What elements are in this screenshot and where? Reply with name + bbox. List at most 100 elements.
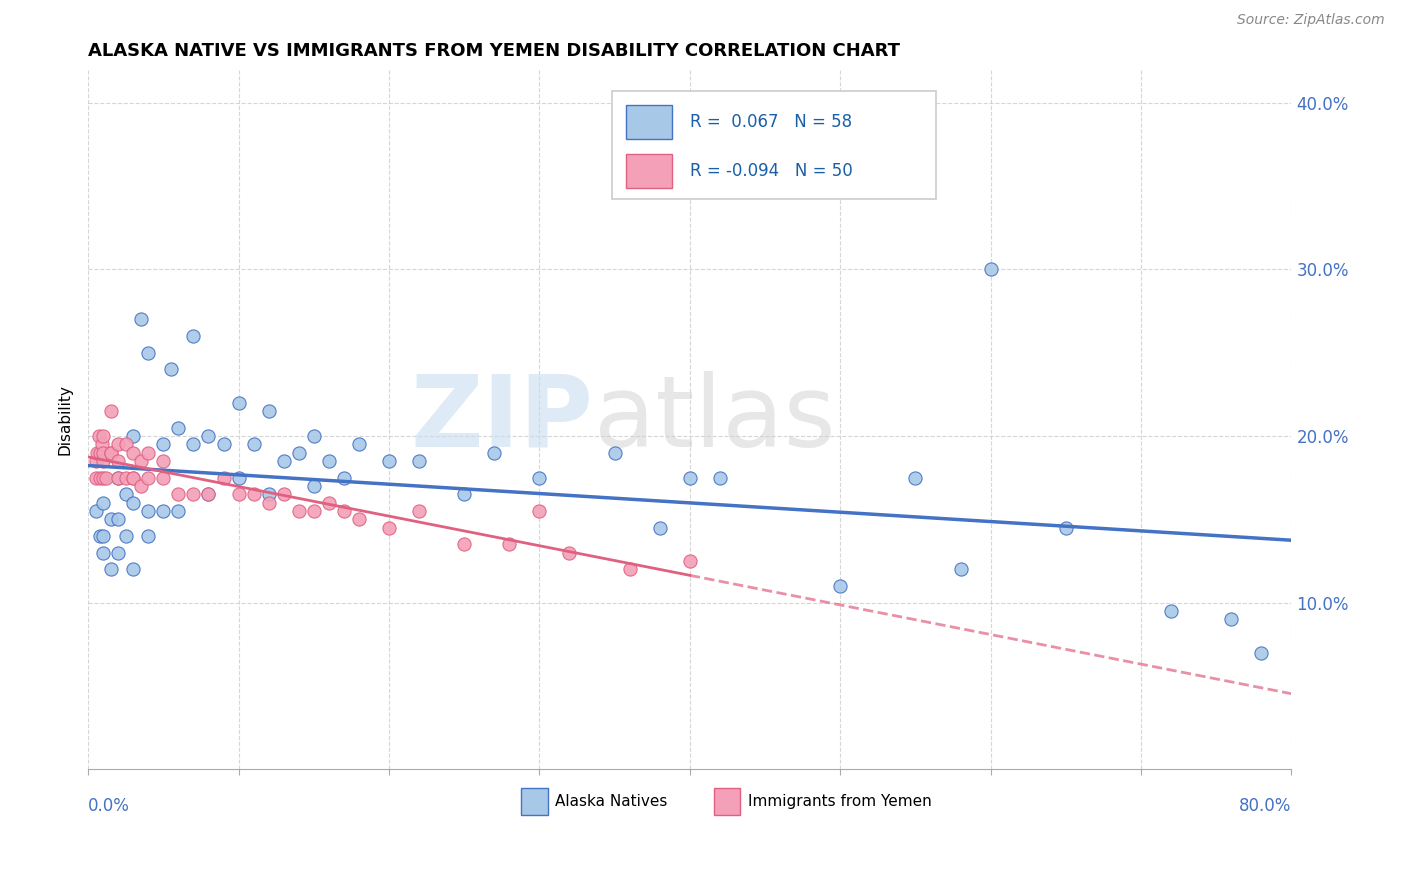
FancyBboxPatch shape: [626, 105, 672, 139]
Point: [709, 470, 731, 484]
Text: R =  0.067   N = 58: R = 0.067 N = 58: [690, 113, 852, 131]
Point: [136, 345, 159, 359]
FancyBboxPatch shape: [612, 91, 936, 199]
Point: [107, 437, 129, 451]
Point: [212, 470, 235, 484]
Text: Alaska Natives: Alaska Natives: [555, 794, 668, 809]
Text: atlas: atlas: [593, 371, 835, 468]
Text: ALASKA NATIVE VS IMMIGRANTS FROM YEMEN DISABILITY CORRELATION CHART: ALASKA NATIVE VS IMMIGRANTS FROM YEMEN D…: [89, 42, 900, 60]
Text: ZIP: ZIP: [411, 371, 593, 468]
Point: [197, 487, 219, 501]
Point: [257, 404, 280, 418]
Point: [287, 445, 309, 459]
Point: [228, 395, 250, 409]
Point: [152, 470, 174, 484]
Point: [1220, 612, 1243, 626]
Point: [183, 437, 205, 451]
Point: [679, 554, 702, 568]
Point: [100, 445, 122, 459]
Text: 80.0%: 80.0%: [1239, 797, 1292, 815]
Point: [122, 470, 145, 484]
Point: [212, 437, 235, 451]
Point: [484, 445, 506, 459]
Point: [91, 429, 114, 443]
Point: [100, 404, 122, 418]
Point: [273, 454, 295, 468]
Point: [114, 529, 136, 543]
Point: [122, 562, 145, 576]
Point: [498, 537, 520, 551]
Point: [122, 470, 145, 484]
Text: Immigrants from Yemen: Immigrants from Yemen: [748, 794, 931, 809]
Point: [167, 487, 190, 501]
Point: [347, 512, 370, 526]
Point: [257, 495, 280, 509]
Point: [87, 429, 110, 443]
Point: [529, 470, 551, 484]
Point: [91, 445, 114, 459]
Point: [107, 454, 129, 468]
Point: [197, 487, 219, 501]
FancyBboxPatch shape: [626, 154, 672, 188]
Point: [91, 495, 114, 509]
Point: [114, 470, 136, 484]
Point: [333, 470, 356, 484]
Point: [347, 437, 370, 451]
Point: [114, 487, 136, 501]
Point: [84, 470, 107, 484]
Point: [1160, 604, 1182, 618]
Point: [318, 495, 340, 509]
Point: [980, 262, 1002, 277]
Point: [100, 562, 122, 576]
Point: [136, 504, 159, 518]
Point: [318, 454, 340, 468]
Point: [152, 454, 174, 468]
Point: [107, 512, 129, 526]
Point: [183, 329, 205, 343]
Point: [91, 529, 114, 543]
Point: [529, 504, 551, 518]
Point: [91, 454, 114, 468]
Point: [904, 470, 927, 484]
Point: [122, 495, 145, 509]
Point: [152, 437, 174, 451]
Point: [287, 504, 309, 518]
FancyBboxPatch shape: [522, 788, 548, 814]
Point: [89, 470, 111, 484]
Point: [603, 445, 626, 459]
Point: [302, 504, 325, 518]
Point: [84, 504, 107, 518]
Point: [107, 545, 129, 559]
Point: [302, 479, 325, 493]
Point: [160, 362, 183, 376]
Y-axis label: Disability: Disability: [58, 384, 72, 455]
Point: [152, 504, 174, 518]
Point: [242, 487, 264, 501]
Point: [136, 445, 159, 459]
Point: [242, 437, 264, 451]
Text: R = -0.094   N = 50: R = -0.094 N = 50: [690, 162, 852, 180]
Point: [90, 437, 112, 451]
Point: [408, 454, 430, 468]
Point: [114, 437, 136, 451]
Point: [129, 479, 152, 493]
Point: [91, 470, 114, 484]
Point: [84, 454, 107, 468]
Point: [333, 504, 356, 518]
Point: [558, 545, 581, 559]
Point: [122, 429, 145, 443]
Point: [1250, 646, 1272, 660]
Point: [648, 520, 671, 534]
Point: [378, 454, 401, 468]
Point: [197, 429, 219, 443]
Point: [830, 579, 852, 593]
Point: [408, 504, 430, 518]
Point: [228, 470, 250, 484]
Point: [453, 487, 475, 501]
Point: [122, 445, 145, 459]
Point: [129, 312, 152, 326]
Point: [96, 470, 118, 484]
Point: [91, 545, 114, 559]
FancyBboxPatch shape: [714, 788, 741, 814]
Point: [107, 470, 129, 484]
